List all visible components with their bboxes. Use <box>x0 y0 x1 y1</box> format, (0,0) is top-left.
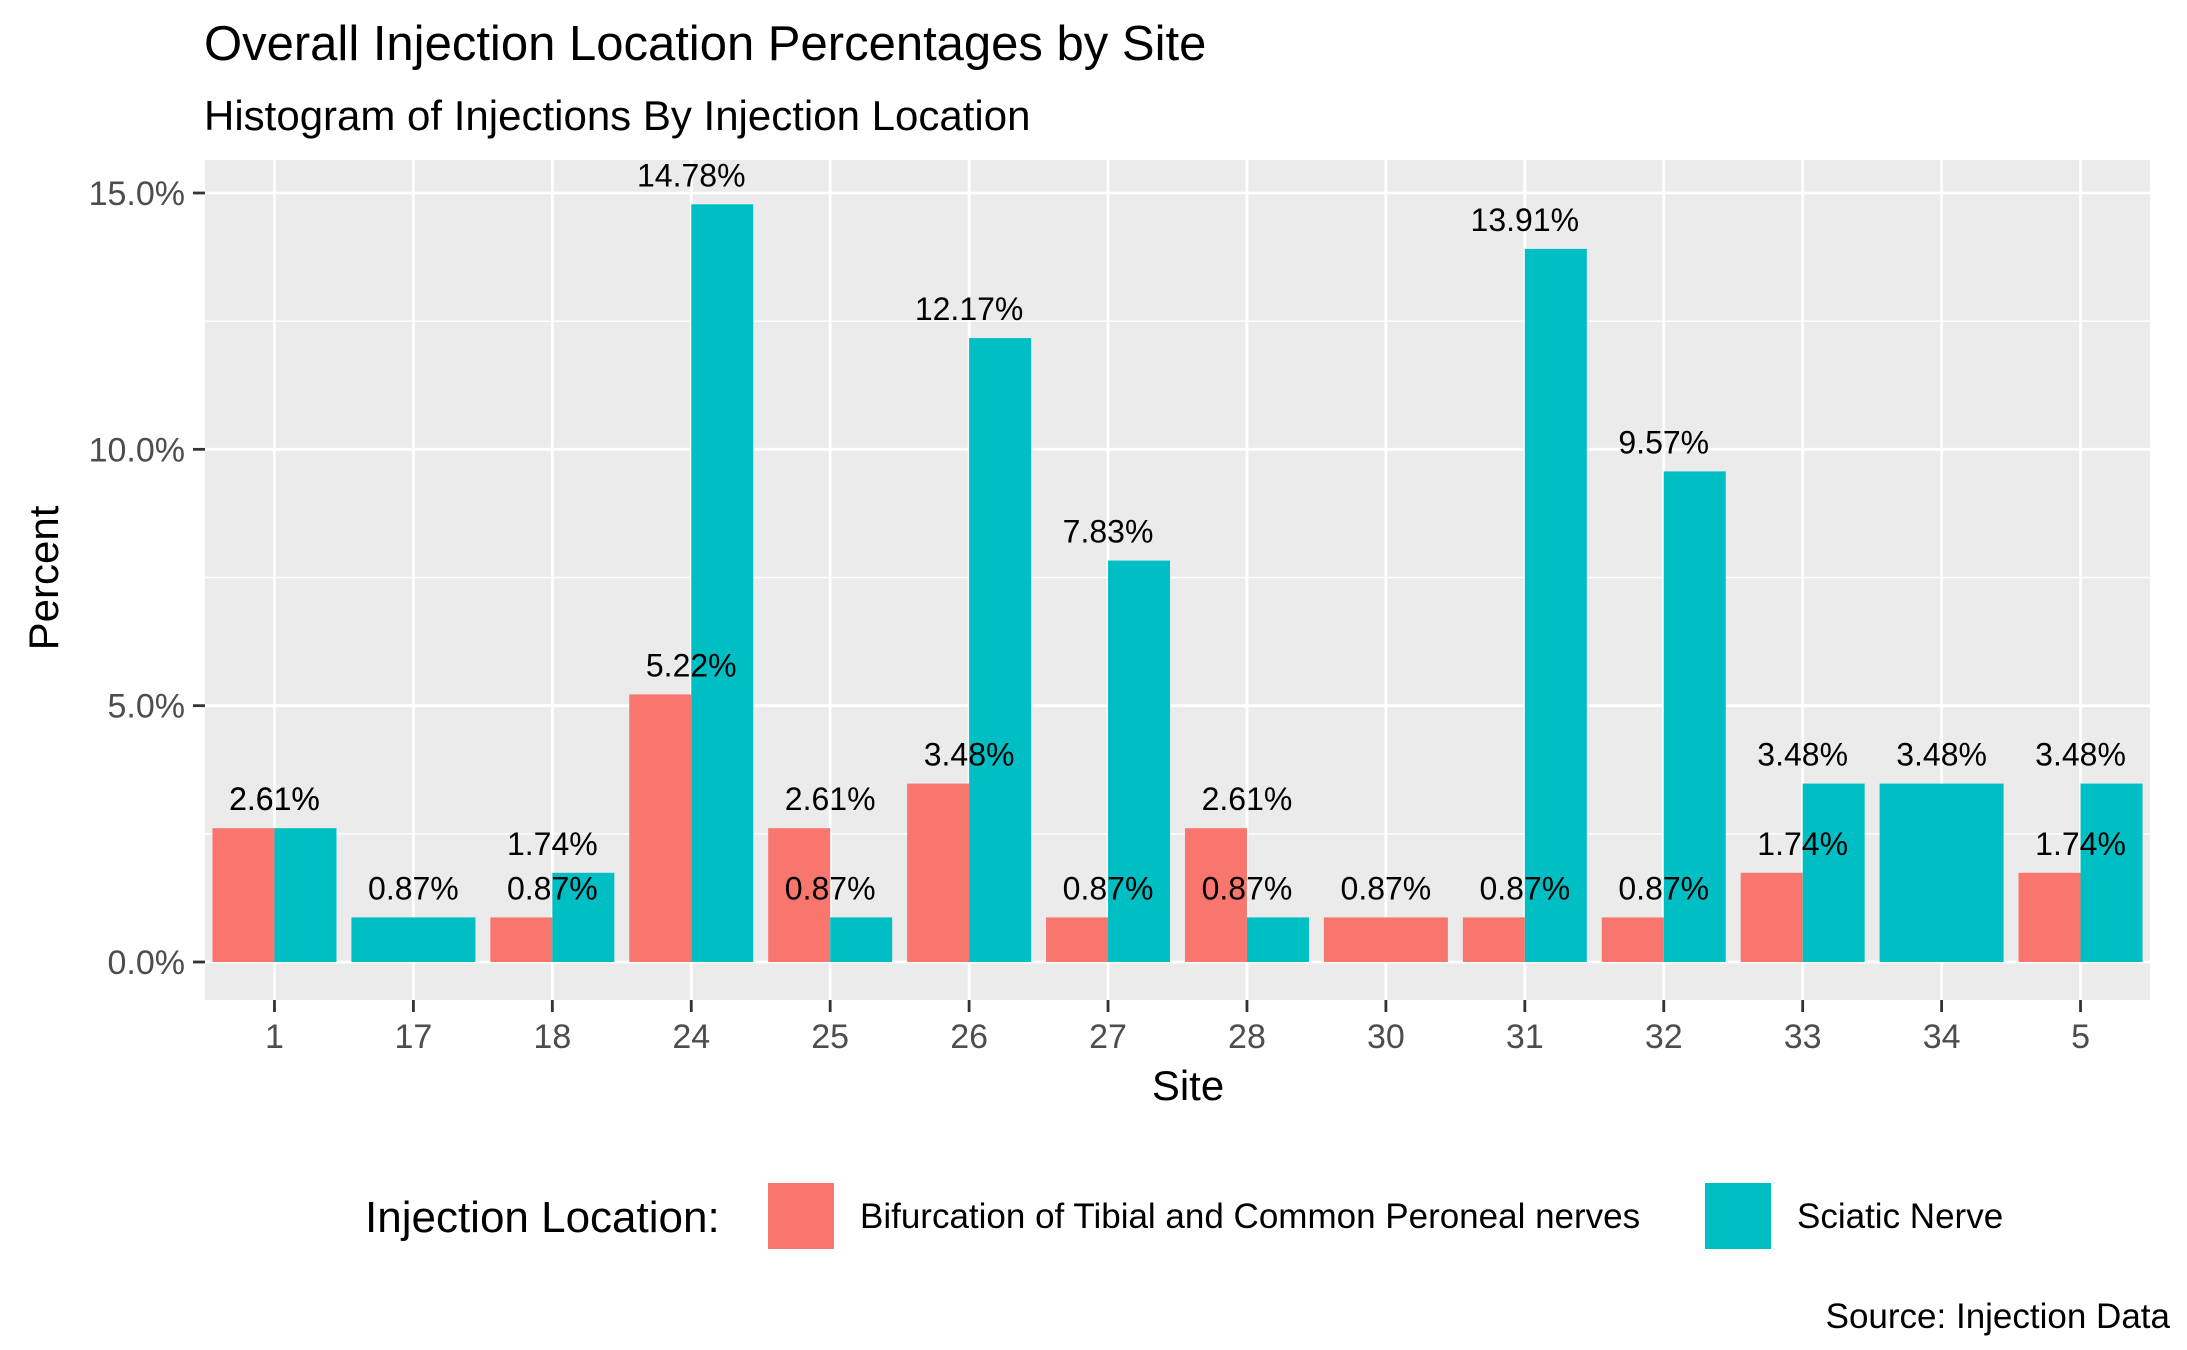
bar-sciatic-nerve <box>1802 783 1865 962</box>
data-label-sciatic-nerve: 7.83% <box>1063 514 1154 550</box>
x-tick-label: 30 <box>1367 1018 1405 1056</box>
bar-bifurcation <box>1046 917 1109 962</box>
legend-title: Injection Location: <box>365 1193 720 1242</box>
legend-label-sciatic-nerve: Sciatic Nerve <box>1797 1197 2004 1236</box>
bar-sciatic-nerve <box>2080 783 2143 962</box>
bar-bifurcation <box>1184 828 1247 962</box>
data-label-sciatic-nerve: 3.48% <box>1757 737 1848 773</box>
y-tick-label: 15.0% <box>89 175 185 213</box>
x-axis-label: Site <box>1151 1062 1225 1109</box>
data-label-sciatic-nerve: 0.87% <box>785 870 876 906</box>
x-tick-label: 24 <box>672 1018 710 1056</box>
x-tick-label: 27 <box>1089 1018 1127 1056</box>
x-tick-label: 5 <box>2071 1018 2090 1056</box>
bar-bifurcation <box>1601 917 1664 962</box>
bar-sciatic-nerve <box>274 828 337 962</box>
chart-title: Overall Injection Location Percentages b… <box>204 17 1207 71</box>
bar-sciatic-nerve <box>1108 560 1171 962</box>
x-tick-label: 28 <box>1228 1018 1266 1056</box>
bar-sciatic-nerve <box>552 872 615 962</box>
bar-sciatic-nerve <box>830 917 893 962</box>
legend-label-bifurcation: Bifurcation of Tibial and Common Peronea… <box>860 1197 1641 1236</box>
x-tick-label: 1 <box>265 1018 284 1056</box>
data-label-sciatic-nerve: 0.87% <box>1202 870 1293 906</box>
bar-bifurcation <box>629 694 692 962</box>
y-axis-label: Percent <box>20 505 67 651</box>
data-label-sciatic-nerve: 12.17% <box>915 291 1024 327</box>
bar-bifurcation <box>1462 917 1525 962</box>
x-tick-label: 17 <box>394 1018 432 1056</box>
bar-bifurcation <box>1740 872 1803 962</box>
x-tick-label: 25 <box>811 1018 849 1056</box>
data-label-bifurcation: 2.61% <box>229 781 320 817</box>
x-tick-label: 18 <box>533 1018 571 1056</box>
legend-key-sciatic-nerve <box>1705 1183 1771 1249</box>
x-tick-label: 33 <box>1784 1018 1822 1056</box>
bar-sciatic-nerve <box>969 338 1032 962</box>
x-tick-label: 32 <box>1645 1018 1683 1056</box>
data-label-sciatic-nerve: 14.78% <box>637 157 746 193</box>
y-tick-label: 5.0% <box>108 688 186 726</box>
bar-bifurcation <box>768 828 831 962</box>
x-tick-label: 31 <box>1506 1018 1544 1056</box>
data-label-bifurcation: 0.87% <box>1341 870 1432 906</box>
data-label-bifurcation: 0.87% <box>1479 870 1570 906</box>
bar-sciatic-nerve <box>1524 248 1587 962</box>
x-tick-label: 34 <box>1923 1018 1961 1056</box>
data-label-sciatic-nerve: 13.91% <box>1471 202 1580 238</box>
data-label-bifurcation: 2.61% <box>785 781 876 817</box>
data-label-bifurcation: 5.22% <box>646 647 737 683</box>
bar-sciatic-nerve <box>351 917 476 962</box>
chart-subtitle: Histogram of Injections By Injection Loc… <box>204 92 1031 139</box>
data-label-sciatic-nerve: 0.87% <box>368 870 459 906</box>
bar-bifurcation <box>490 917 553 962</box>
data-label-bifurcation: 2.61% <box>1202 781 1293 817</box>
data-label-bifurcation: 3.48% <box>924 737 1015 773</box>
bar-sciatic-nerve <box>1879 783 2004 962</box>
data-label-sciatic-nerve: 3.48% <box>1896 737 1987 773</box>
data-label-bifurcation: 1.74% <box>2035 826 2126 862</box>
x-tick-label: 26 <box>950 1018 988 1056</box>
bar-bifurcation <box>907 783 970 962</box>
data-label-sciatic-nerve: 9.57% <box>1618 424 1709 460</box>
bar-bifurcation <box>2018 872 2081 962</box>
legend-key-bifurcation <box>768 1183 834 1249</box>
y-tick-label: 10.0% <box>89 431 185 469</box>
data-label-bifurcation: 1.74% <box>1757 826 1848 862</box>
bar-bifurcation <box>1323 917 1448 962</box>
bar-sciatic-nerve <box>1663 471 1726 962</box>
data-label-sciatic-nerve: 1.74% <box>507 826 598 862</box>
data-label-sciatic-nerve: 3.48% <box>2035 737 2126 773</box>
chart-caption: Source: Injection Data <box>1825 1297 2170 1336</box>
y-tick-label: 0.0% <box>108 944 186 982</box>
bar-sciatic-nerve <box>1246 917 1309 962</box>
data-label-sciatic-nerve: 2.61% <box>229 781 320 817</box>
data-label-bifurcation: 0.87% <box>507 870 598 906</box>
data-label-bifurcation: 0.87% <box>1063 870 1154 906</box>
data-label-bifurcation: 0.87% <box>1618 870 1709 906</box>
bar-bifurcation <box>212 828 275 962</box>
bar-sciatic-nerve <box>691 204 754 962</box>
